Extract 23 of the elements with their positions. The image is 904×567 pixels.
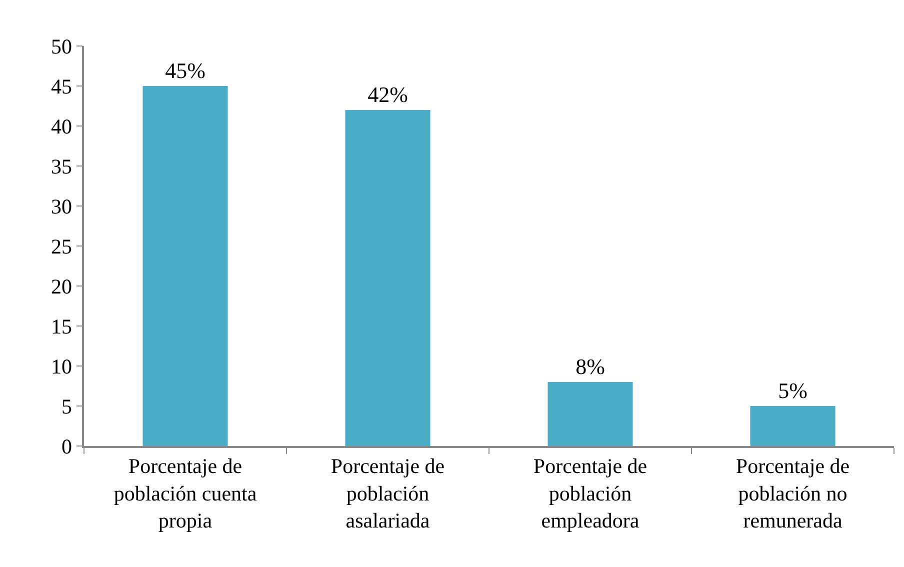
x-tick-label: Porcentaje de población cuenta propia: [114, 454, 258, 533]
y-tick-label: 0: [62, 434, 72, 458]
y-tick-label: 25: [51, 234, 72, 258]
y-tick-label: 5: [62, 394, 72, 418]
x-tick-label: Porcentaje de población no remunerada: [736, 454, 850, 533]
y-tick-label: 50: [51, 34, 72, 58]
bar: [750, 406, 836, 446]
y-tick-label: 10: [51, 354, 72, 378]
bar: [142, 86, 228, 446]
y-tick-label: 30: [51, 194, 72, 218]
data-label: 45%: [165, 58, 206, 83]
bar: [548, 382, 633, 446]
data-label: 5%: [778, 378, 808, 403]
y-tick-label: 15: [51, 314, 72, 338]
y-tick-label: 20: [51, 274, 72, 298]
data-label: 42%: [368, 82, 408, 107]
x-tick-label: Porcentaje de población asalariada: [330, 454, 445, 533]
x-tick-label: Porcentaje de población empleadora: [533, 454, 648, 533]
bar: [345, 110, 430, 446]
y-tick-label: 45: [51, 74, 72, 98]
data-label: 8%: [576, 354, 605, 379]
y-tick-label: 40: [51, 114, 72, 138]
y-tick-label: 35: [51, 154, 72, 178]
